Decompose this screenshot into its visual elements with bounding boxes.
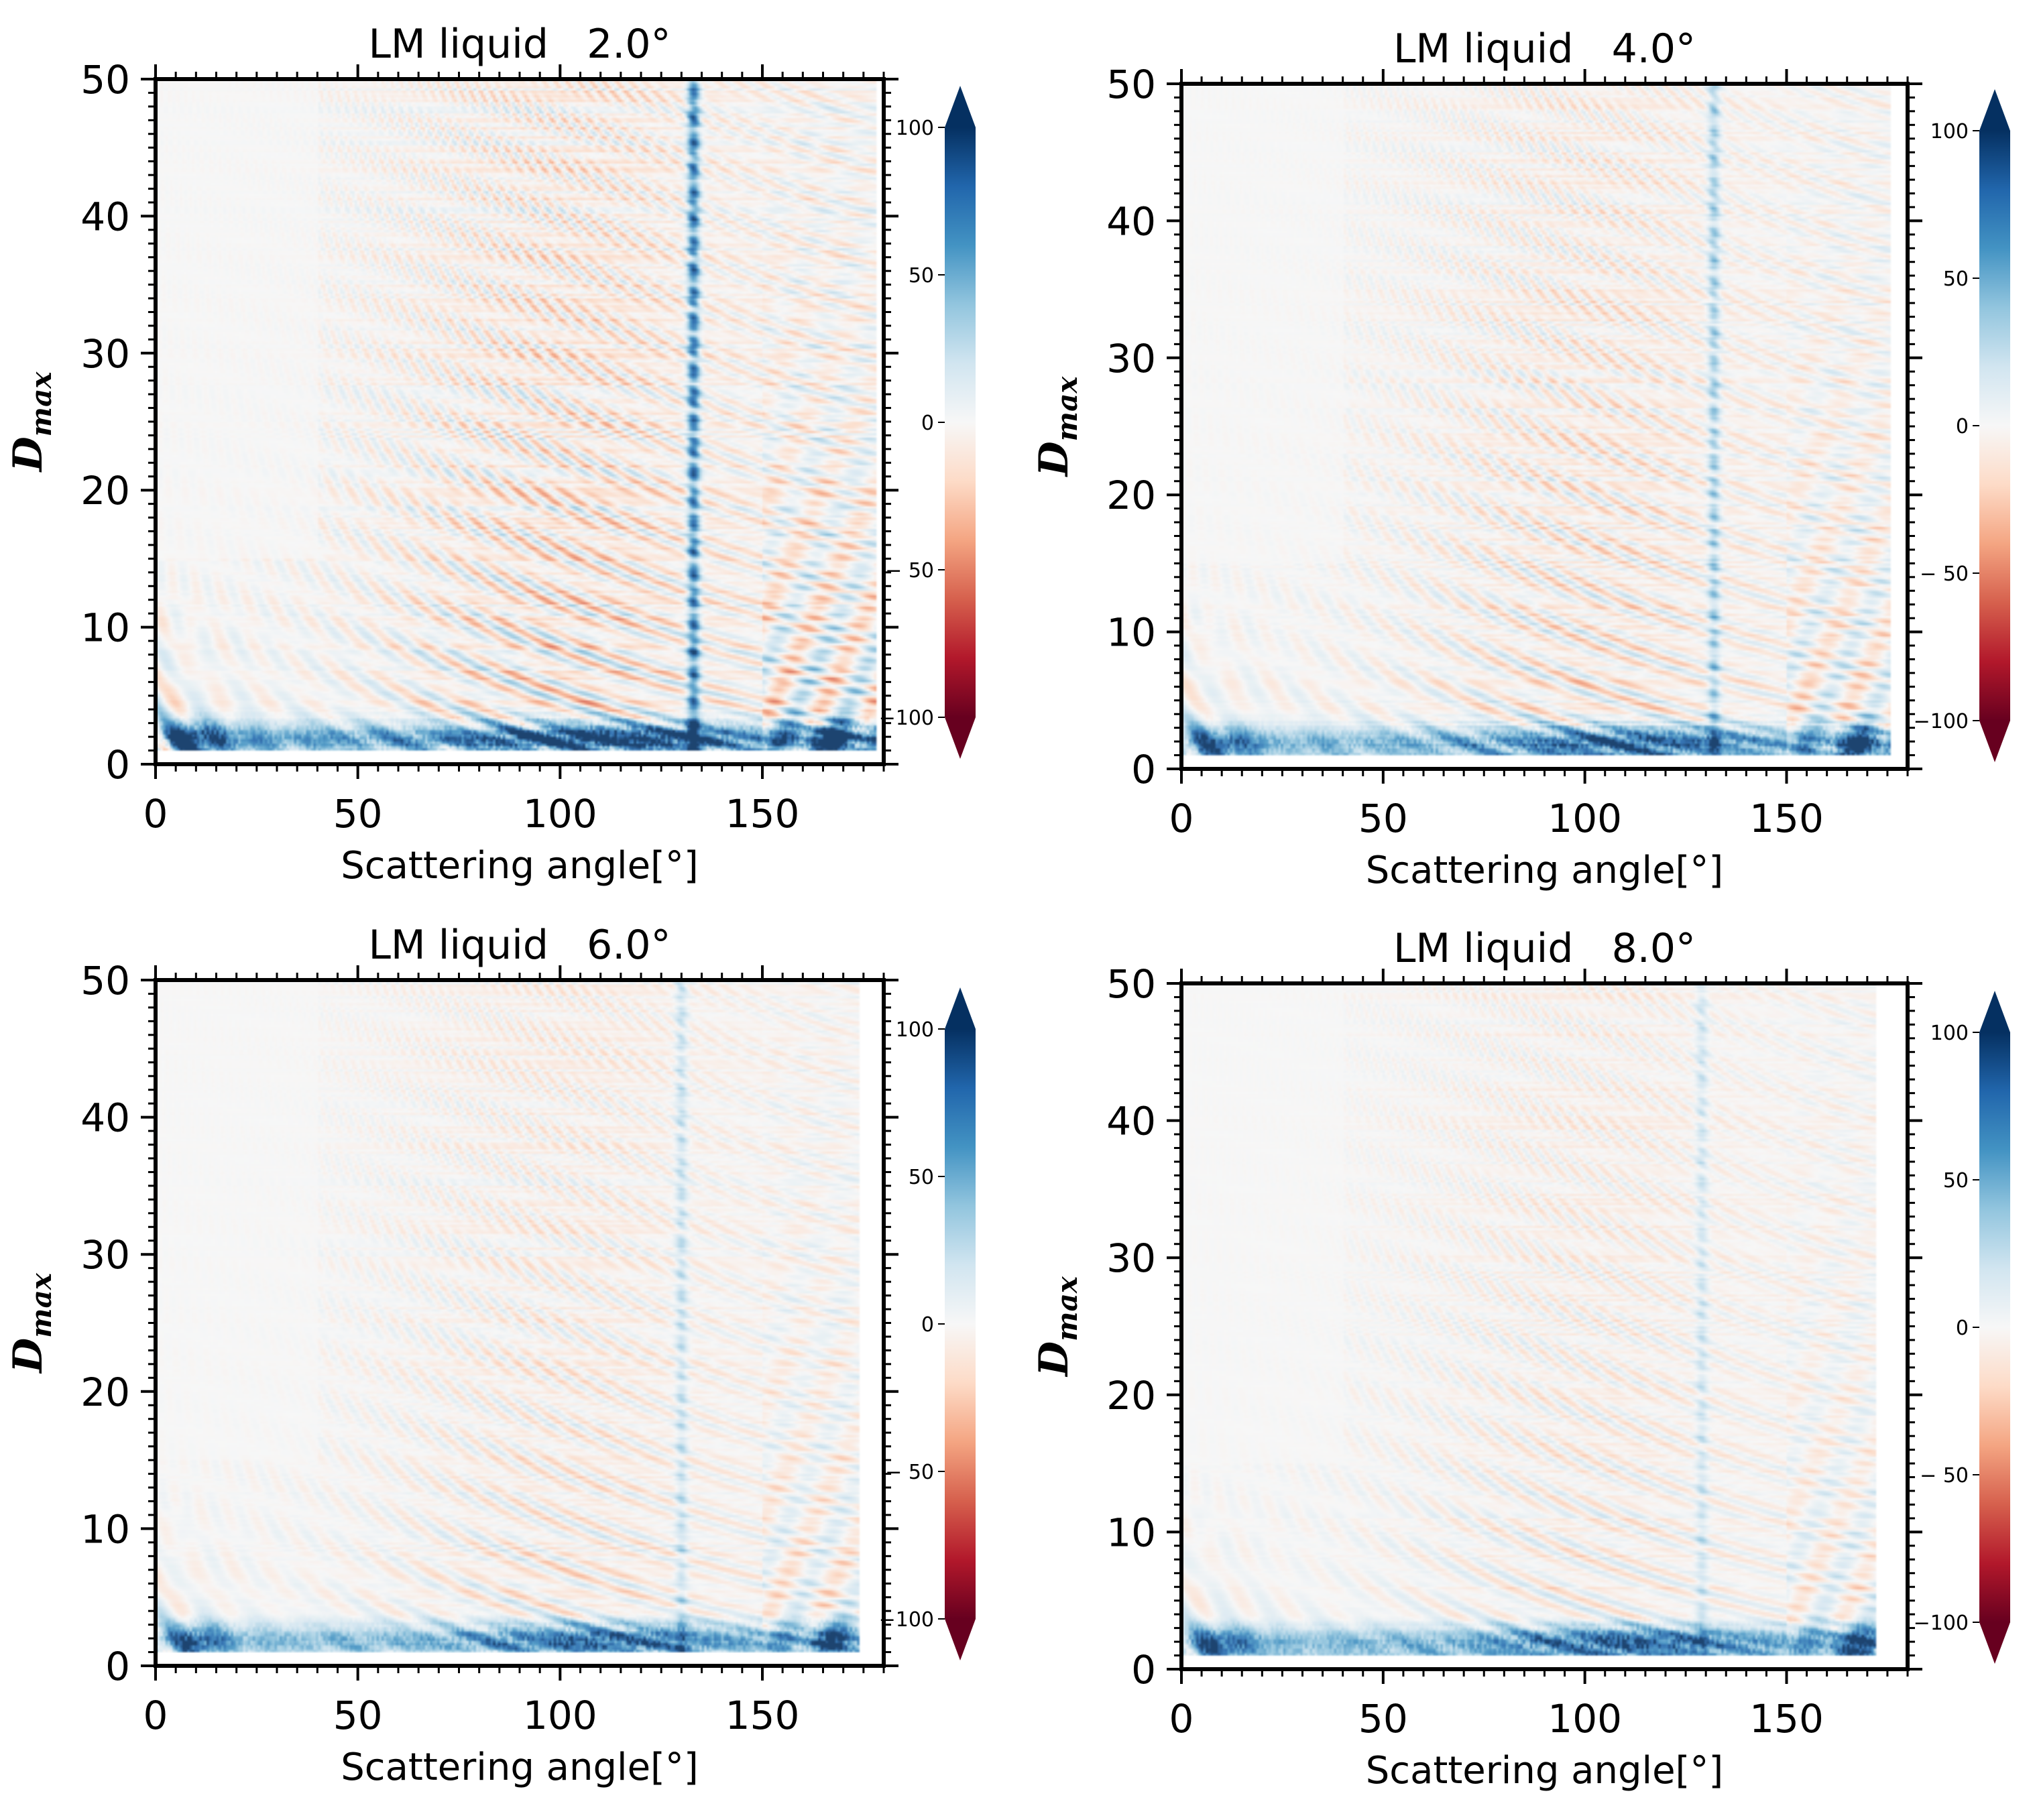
colorbar-tick-label: 100 [896, 1018, 934, 1042]
y-tick-label: 50 [1106, 961, 1156, 1007]
x-tick-label: 150 [1749, 1696, 1824, 1742]
x-axis-label: Scattering angle[°] [1366, 1749, 1724, 1793]
y-tick-label: 50 [1106, 62, 1156, 107]
x-tick-label: 0 [1169, 796, 1194, 841]
y-tick-label: 40 [80, 194, 130, 239]
colorbar-tick-label: 50 [1943, 267, 1969, 291]
y-axis-label: Dmax [1031, 1276, 1084, 1378]
x-tick-label: 50 [333, 791, 383, 837]
y-tick-label: 20 [1106, 1373, 1156, 1418]
x-tick-label: 50 [1358, 796, 1408, 841]
y-tick-label: 30 [1106, 336, 1156, 381]
chart-title: LM liquid 4.0° [1393, 25, 1696, 72]
x-tick-label: 100 [1548, 796, 1622, 841]
colorbar-extend-min [945, 1619, 976, 1660]
y-axis-label: Dmax [1031, 376, 1084, 478]
x-tick-label: 50 [333, 1693, 383, 1738]
colorbar-tick-label: − 50 [1920, 1464, 1969, 1488]
y-tick-label: 30 [80, 331, 130, 377]
x-axis-label: Scattering angle[°] [1366, 849, 1724, 892]
y-tick-label: 10 [80, 1506, 130, 1552]
colorbar-tick-label: 100 [896, 117, 934, 140]
y-tick-label: 20 [80, 1370, 130, 1415]
heatmap-image [156, 980, 884, 1666]
y-tick-label: 20 [1106, 473, 1156, 518]
x-tick-label: 150 [1749, 796, 1824, 841]
y-tick-label: 40 [1106, 198, 1156, 244]
colorbar-tick-label: 0 [1956, 415, 1969, 438]
heatmap-image [156, 79, 884, 764]
colorbar [945, 127, 976, 717]
x-tick-label: 0 [143, 791, 168, 837]
y-tick-label: 40 [1106, 1099, 1156, 1144]
colorbar-tick-label: 50 [909, 264, 934, 288]
x-tick-label: 0 [1169, 1696, 1194, 1742]
colorbar-extend-max [945, 987, 976, 1029]
x-axis-label: Scattering angle[°] [341, 1746, 699, 1789]
colorbar-extend-min [945, 717, 976, 759]
colorbar [1979, 131, 2010, 721]
y-tick-label: 0 [1131, 1647, 1156, 1693]
x-tick-label: 100 [523, 1693, 597, 1738]
y-tick-label: 50 [80, 57, 130, 103]
y-tick-label: 0 [105, 742, 130, 788]
y-tick-label: 10 [1106, 1510, 1156, 1555]
colorbar-tick-label: −100 [879, 1608, 934, 1632]
y-tick-label: 20 [80, 468, 130, 513]
colorbar-extend-min [1979, 721, 2010, 762]
y-tick-label: 10 [1106, 610, 1156, 656]
chart-title: LM liquid 6.0° [368, 922, 671, 969]
colorbar-tick-label: 0 [921, 412, 934, 435]
colorbar-tick-label: −100 [1914, 710, 1969, 733]
x-axis-label: Scattering angle[°] [341, 844, 699, 888]
x-tick-label: 100 [1548, 1696, 1622, 1742]
colorbar-tick-label: − 50 [885, 1461, 934, 1484]
x-tick-label: 50 [1358, 1696, 1408, 1742]
colorbar-tick-label: 0 [1956, 1317, 1969, 1340]
y-tick-label: 0 [105, 1644, 130, 1689]
x-tick-label: 100 [523, 791, 597, 837]
colorbar-tick-label: 50 [1943, 1169, 1969, 1193]
y-tick-label: 0 [1131, 747, 1156, 792]
x-tick-label: 150 [725, 791, 800, 837]
colorbar-extend-max [1979, 991, 2010, 1032]
colorbar [1979, 1032, 2010, 1622]
colorbar-tick-label: 0 [921, 1313, 934, 1337]
colorbar-extend-max [945, 86, 976, 127]
colorbar-tick-label: 100 [1930, 120, 1969, 143]
colorbar-tick-label: − 50 [885, 559, 934, 583]
colorbar-extend-min [1979, 1622, 2010, 1664]
y-tick-label: 30 [80, 1232, 130, 1278]
chart-title: LM liquid 2.0° [368, 21, 671, 68]
heatmap-image [1181, 983, 1908, 1669]
colorbar-tick-label: 50 [909, 1166, 934, 1189]
colorbar [945, 1029, 976, 1619]
y-axis-label: Dmax [5, 371, 58, 473]
y-tick-label: 30 [1106, 1235, 1156, 1281]
colorbar-extend-max [1979, 89, 2010, 131]
y-tick-label: 40 [80, 1095, 130, 1141]
colorbar-tick-label: − 50 [1920, 562, 1969, 586]
x-tick-label: 0 [143, 1693, 168, 1738]
colorbar-tick-label: −100 [879, 707, 934, 730]
x-tick-label: 150 [725, 1693, 800, 1738]
colorbar-tick-label: 100 [1930, 1022, 1969, 1045]
heatmap-image [1181, 84, 1908, 769]
y-axis-label: Dmax [5, 1272, 58, 1374]
y-tick-label: 50 [80, 958, 130, 1004]
chart-title: LM liquid 8.0° [1393, 925, 1696, 972]
colorbar-tick-label: −100 [1914, 1612, 1969, 1635]
y-tick-label: 10 [80, 605, 130, 651]
